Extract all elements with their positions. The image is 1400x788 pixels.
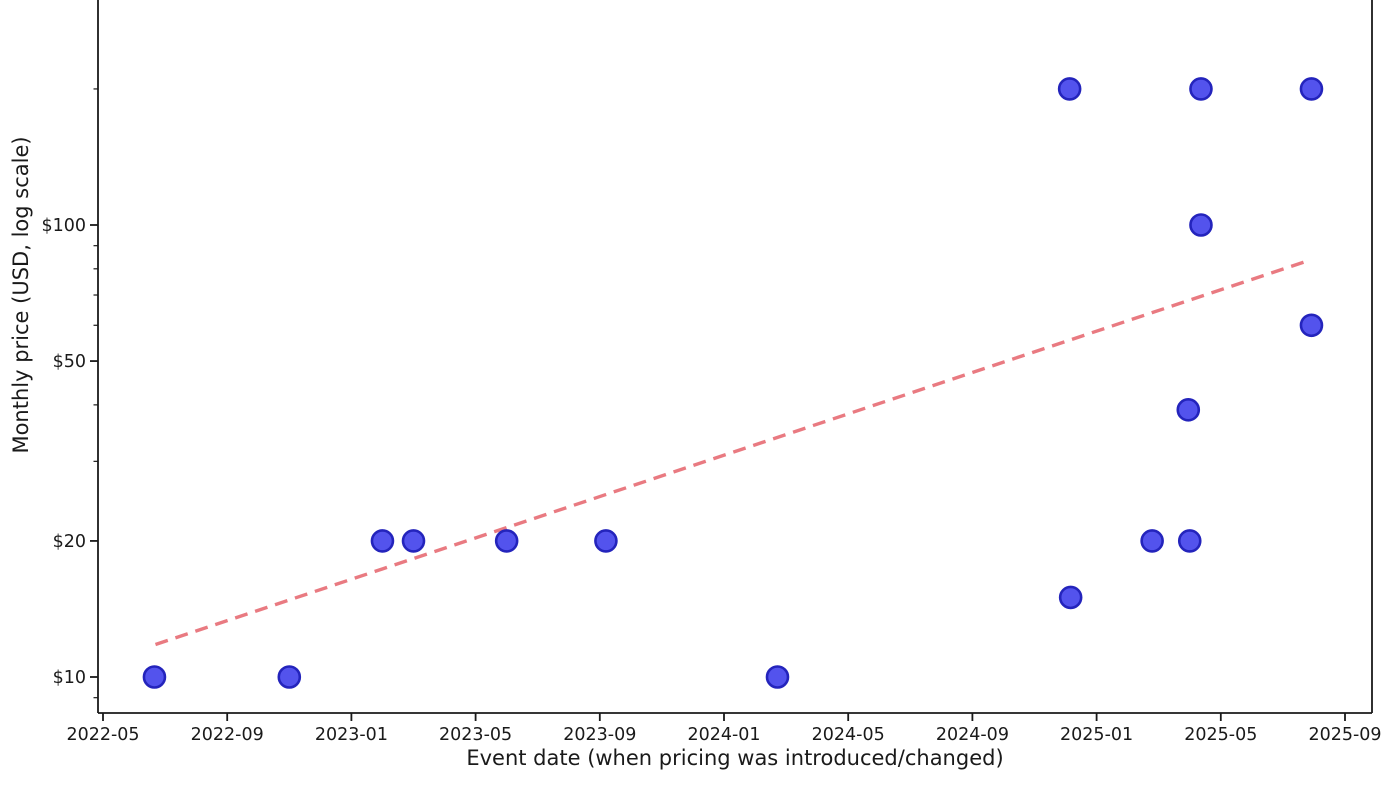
data-point <box>401 529 426 553</box>
data-point <box>1057 77 1082 101</box>
y-tick-label: $50 <box>53 352 86 372</box>
trend-line <box>154 258 1311 647</box>
x-tick-label: 2025-01 <box>1060 725 1133 745</box>
data-point <box>1189 213 1213 237</box>
x-tick-label: 2025-05 <box>1184 725 1257 745</box>
y-tick-label: $100 <box>41 216 86 236</box>
data-point <box>1058 585 1083 610</box>
x-tick-label: 2023-09 <box>563 725 636 745</box>
x-tick-label: 2022-05 <box>66 725 139 745</box>
data-point <box>277 665 302 689</box>
data-point <box>494 529 519 553</box>
data-point <box>1176 398 1201 422</box>
data-point <box>1140 529 1164 553</box>
x-tick-label: 2024-05 <box>812 725 885 745</box>
data-point <box>594 529 618 553</box>
data-point <box>1299 77 1324 101</box>
x-tick-label: 2023-05 <box>439 725 512 745</box>
x-axis-title: Event date (when pricing was introduced/… <box>466 746 1003 770</box>
data-point <box>370 529 395 553</box>
data-point <box>1177 529 1202 553</box>
y-tick-label: $20 <box>53 532 86 552</box>
y-axis-title: Monthly price (USD, log scale) <box>9 136 33 453</box>
data-point <box>1189 77 1213 101</box>
x-tick-label: 2023-01 <box>315 725 388 745</box>
x-tick-label: 2025-09 <box>1308 725 1381 745</box>
x-tick-label: 2024-09 <box>936 725 1009 745</box>
x-tick-label: 2022-09 <box>191 725 264 745</box>
data-point <box>765 665 790 689</box>
y-tick-label: $10 <box>53 668 86 688</box>
data-point <box>1299 313 1324 338</box>
data-point <box>142 665 167 689</box>
x-tick-label: 2024-01 <box>687 725 760 745</box>
